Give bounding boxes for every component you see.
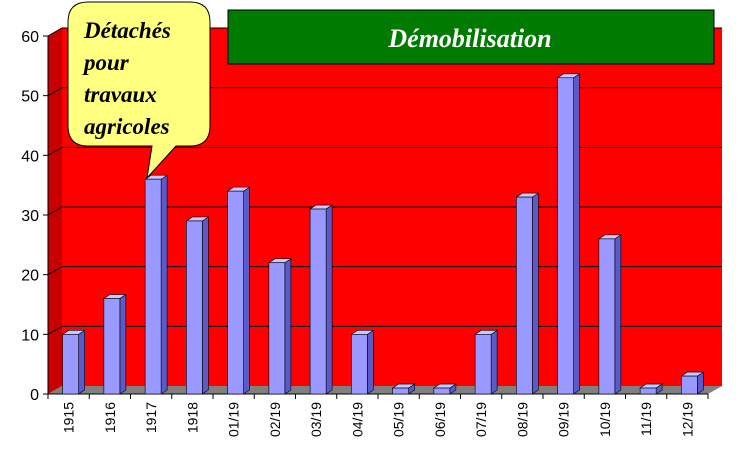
bar-side	[532, 192, 539, 395]
chart-title-box: Démobilisation	[227, 9, 715, 65]
bar	[515, 192, 540, 395]
bar-front	[433, 387, 451, 395]
annotation-callout: Détachés pour travaux agricoles	[67, 1, 211, 180]
x-tick-label: 08/19	[514, 402, 530, 437]
bar	[226, 186, 251, 395]
chart-title: Démobilisation	[387, 24, 551, 53]
bar	[61, 329, 86, 395]
bar-side	[78, 329, 85, 395]
x-tick-label: 09/19	[556, 402, 572, 437]
x-tick-label: 04/19	[349, 402, 365, 437]
y-tick-label: 40	[21, 148, 39, 165]
gridline	[47, 87, 722, 97]
x-tick-label: 1915	[61, 402, 77, 433]
bar	[144, 174, 169, 395]
bar-front	[268, 262, 286, 395]
bar-front	[516, 196, 533, 395]
bar-side	[325, 204, 333, 395]
bar-side	[119, 293, 127, 395]
callout-line-1: Détachés	[83, 18, 171, 43]
bar	[597, 234, 622, 395]
bar	[350, 329, 375, 395]
gridline	[47, 206, 722, 216]
bars	[61, 73, 705, 395]
x-tick-label: 1916	[102, 402, 118, 433]
bar	[556, 73, 581, 395]
y-tick-label: 20	[21, 268, 39, 285]
callout-line-3: travaux	[84, 82, 157, 107]
x-tick-label: 1917	[143, 402, 159, 433]
bar	[474, 329, 499, 395]
bar	[639, 383, 664, 395]
bar-front	[474, 334, 492, 395]
bar-front	[392, 387, 409, 395]
bar-side	[202, 216, 209, 395]
bar	[267, 258, 292, 395]
bar-side	[284, 258, 292, 395]
x-tick-label: 03/19	[308, 402, 324, 437]
gridline	[47, 146, 722, 156]
callout-line-2: pour	[82, 50, 130, 75]
y-tick-label: 0	[30, 387, 39, 404]
bar	[102, 293, 127, 395]
x-tick-label: 05/19	[391, 402, 407, 437]
bar-front	[598, 238, 616, 395]
bar-front	[351, 334, 368, 395]
y-tick-label: 30	[21, 208, 39, 225]
bar	[391, 383, 416, 395]
bar-side	[614, 234, 622, 395]
x-tick-label: 06/19	[432, 402, 448, 437]
bar-side	[243, 186, 250, 395]
x-tick-label: 10/19	[597, 402, 613, 437]
callout-bubble	[67, 1, 211, 180]
y-tick-label: 50	[21, 89, 39, 106]
bar-front	[62, 334, 79, 395]
x-axis-ticks: 1915 1916 1917 1918 01/19 02/19 03/19 04/19 05/1…	[47, 394, 709, 437]
bar	[309, 204, 334, 395]
bar-side	[367, 329, 374, 395]
bar-front	[144, 178, 162, 395]
bar	[680, 371, 705, 395]
x-tick-label: 07/19	[473, 402, 489, 437]
bar-front	[639, 387, 657, 395]
bar-front	[309, 208, 327, 395]
gridline	[47, 266, 722, 276]
bar	[185, 216, 210, 395]
bar-side	[573, 73, 580, 395]
y-tick-label: 60	[21, 29, 39, 46]
title-box	[227, 9, 715, 65]
bar-front	[557, 77, 574, 395]
bar-front	[186, 220, 203, 395]
y-tick-label: 10	[21, 327, 39, 344]
bar-side	[490, 329, 498, 395]
y-axis-ticks: 0 10 20 30 40 50 60	[21, 29, 48, 404]
plot-floor	[48, 386, 722, 394]
x-tick-label: 12/19	[679, 402, 695, 437]
bar-front	[227, 190, 244, 395]
x-tick-label: 02/19	[267, 402, 283, 437]
x-tick-label: 11/19	[638, 402, 654, 436]
bar-front	[681, 375, 698, 395]
bar-front	[103, 298, 121, 395]
x-tick-label: 1918	[184, 402, 200, 433]
gridline	[47, 325, 722, 335]
x-tick-label: 01/19	[226, 402, 242, 437]
bar	[432, 383, 457, 395]
bar-side	[160, 174, 168, 395]
callout-line-4: agricoles	[84, 114, 170, 139]
